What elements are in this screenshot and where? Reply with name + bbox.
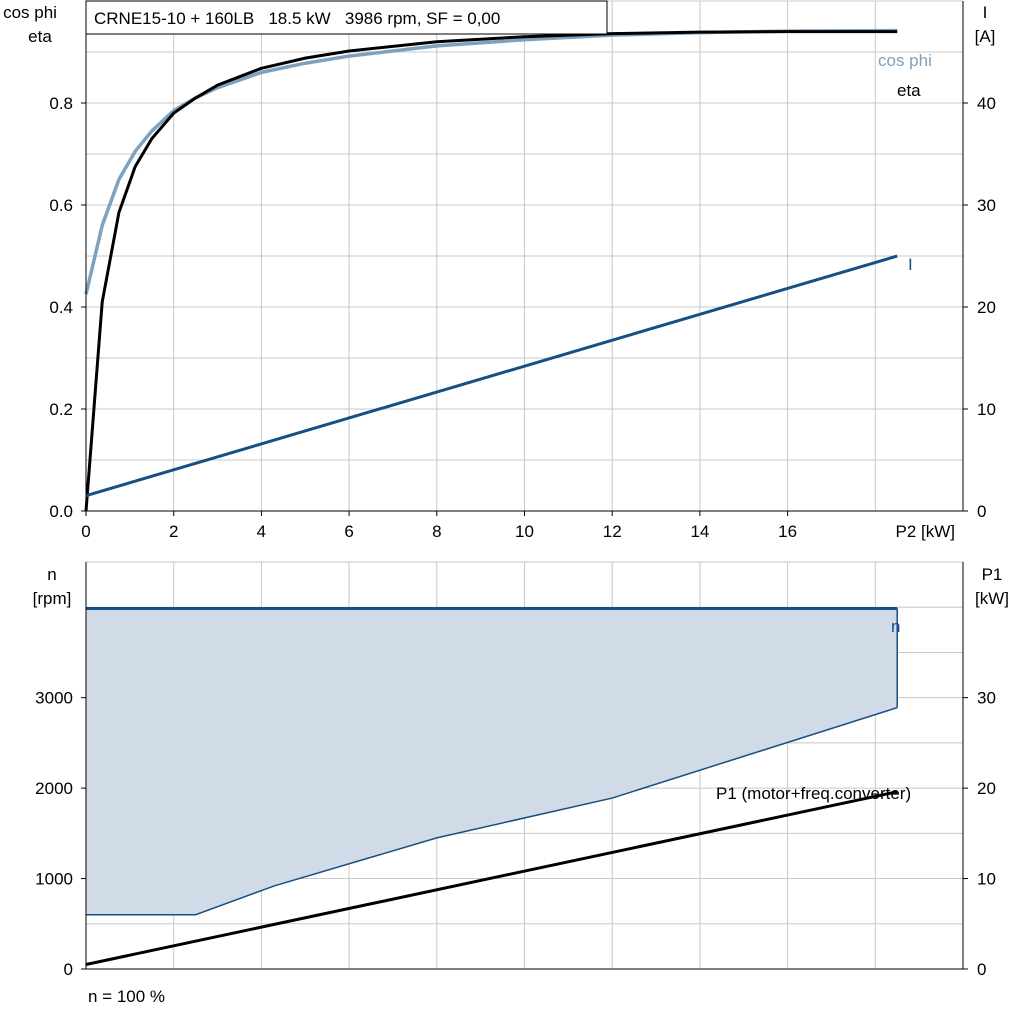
y-right-tick-label: 20 [977,298,996,317]
x-tick-label: 4 [257,522,266,541]
cos-phi-curve [84,28,898,295]
p1-line [85,790,898,966]
y-left-tick-label: 0.8 [49,94,73,113]
chart-title: CRNE15-10 + 160LB 18.5 kW 3986 rpm, SF =… [94,9,500,28]
eta-curve [84,30,898,512]
x-tick-label: 0 [81,522,90,541]
y-left-tick-label: 0.2 [49,400,73,419]
x-tick-label: 6 [344,522,353,541]
min-speed-boundary [86,706,898,916]
top-x-axis-label: P2 [kW] [895,522,955,541]
speed-range-area [86,606,898,916]
p1-tick-label: 20 [977,779,996,798]
bottom-left-axis-label-1: n [47,565,56,584]
top-right-axis-label-1: I [983,3,988,22]
top-grid [85,0,964,512]
p1-tick-label: 10 [977,870,996,889]
speed-footnote: n = 100 % [88,987,165,1006]
n-tick-label: 0 [64,960,73,979]
top-left-axis-label-2: eta [28,27,52,46]
x-tick-label: 10 [515,522,534,541]
p1-series-label: P1 (motor+freq.converter) [716,784,911,803]
eta-series-label: eta [897,81,921,100]
x-tick-label: 8 [432,522,441,541]
y-left-tick-label: 0.0 [49,502,73,521]
p1-tick-label: 30 [977,689,996,708]
bottom-right-axis-label-2: [kW] [975,589,1009,608]
bottom-right-axis-label-1: P1 [982,565,1003,584]
x-tick-label: 14 [690,522,709,541]
x-tick-label: 12 [603,522,622,541]
top-left-axis-label-1: cos phi [3,3,57,22]
y-right-tick-label: 0 [977,502,986,521]
n-tick-label: 2000 [35,779,73,798]
p1-tick-label: 0 [977,960,986,979]
current-series-label: I [908,255,913,274]
n-tick-label: 3000 [35,689,73,708]
y-right-tick-label: 30 [977,196,996,215]
bottom-left-axis-label-2: [rpm] [33,589,72,608]
n-tick-label: 1000 [35,870,73,889]
x-tick-label: 16 [778,522,797,541]
y-left-tick-label: 0.6 [49,196,73,215]
y-right-tick-label: 10 [977,400,996,419]
title-box [85,0,608,35]
speed-range-fill [86,608,898,915]
axis-ticks: 0 2 4 6 8 10 12 14 16 0.0 0.2 0.4 0.6 0.8 0 10 20 30 40 0 10… [35,94,996,979]
y-right-tick-label: 40 [977,94,996,113]
speed-series-label: n [891,617,900,636]
cos-phi-series-label: cos phi [878,51,932,70]
top-series-lines [84,28,898,512]
bottom-series-lines [85,790,898,966]
y-left-tick-label: 0.4 [49,298,73,317]
x-tick-label: 2 [169,522,178,541]
top-right-axis-label-2: [A] [975,27,996,46]
current-line [85,254,898,498]
